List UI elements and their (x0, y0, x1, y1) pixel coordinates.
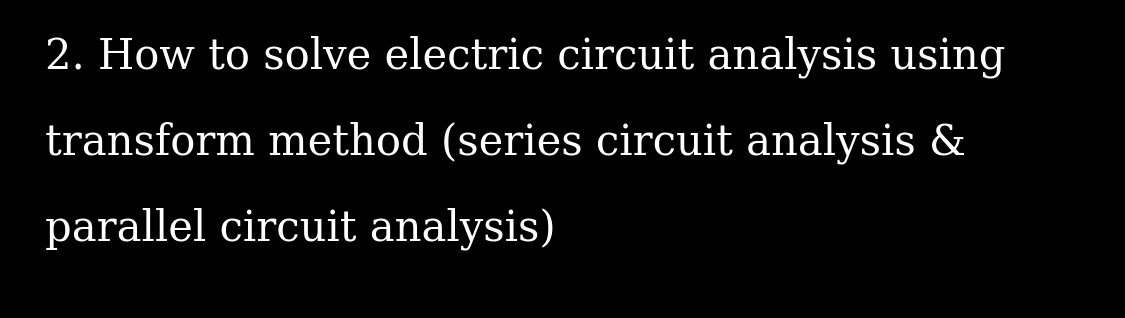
Text: 2. How to solve electric circuit analysis using: 2. How to solve electric circuit analysi… (45, 36, 1006, 79)
Text: transform method (series circuit analysis &: transform method (series circuit analysi… (45, 122, 966, 164)
Text: parallel circuit analysis): parallel circuit analysis) (45, 208, 556, 250)
